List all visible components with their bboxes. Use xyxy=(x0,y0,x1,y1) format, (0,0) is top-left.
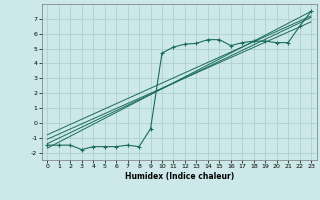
X-axis label: Humidex (Indice chaleur): Humidex (Indice chaleur) xyxy=(124,172,234,181)
